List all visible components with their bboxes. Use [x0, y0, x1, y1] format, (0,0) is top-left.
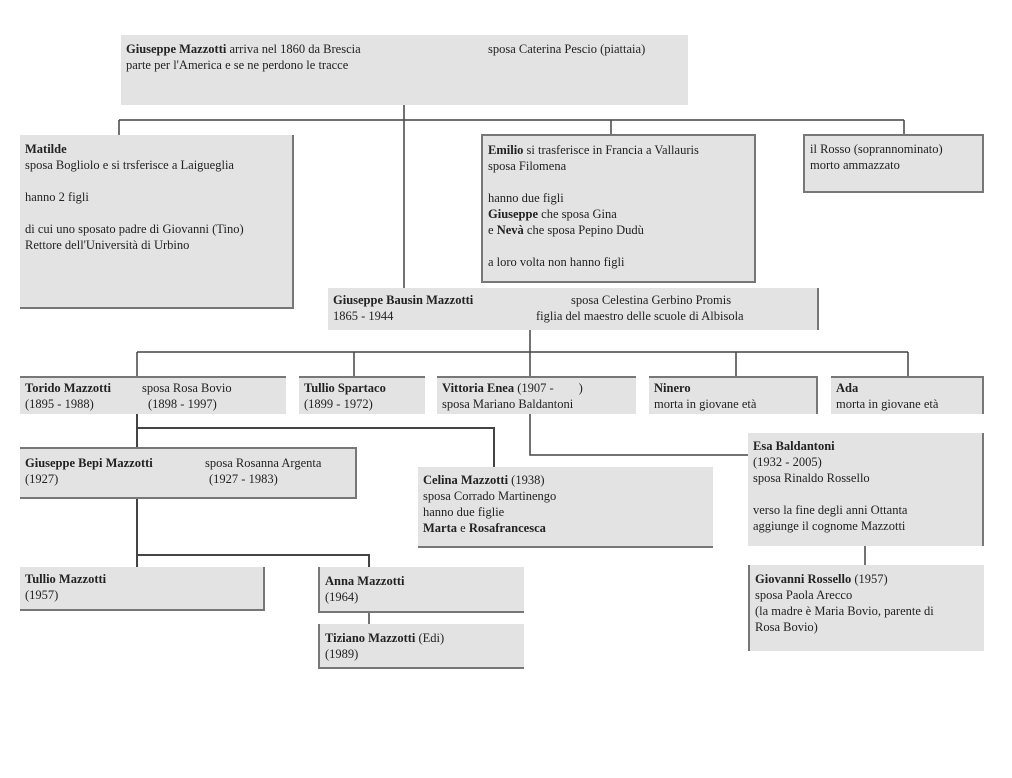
person-celina: Celina Mazzotti (1938) sposa Corrado Mar…: [418, 467, 713, 548]
person-esa: Esa Baldantoni (1932 - 2005) sposa Rinal…: [748, 433, 984, 546]
name: Tullio Mazzotti: [25, 572, 107, 586]
name: Giuseppe Bausin Mazzotti: [333, 293, 474, 307]
years: (1938): [508, 473, 545, 487]
detail: morto ammazzato: [810, 158, 900, 172]
person-emilio: Emilio si trasferisce in Francia a Valla…: [481, 134, 756, 283]
detail: morta in giovane età: [654, 397, 757, 411]
years: 1865 - 1944: [333, 309, 394, 323]
detail: il Rosso (soprannominato): [810, 142, 943, 156]
name: Celina Mazzotti: [423, 473, 509, 487]
spouse: sposa Rosanna Argenta: [205, 456, 322, 470]
connector: [529, 414, 748, 456]
detail: a loro volta non hanno figli: [488, 255, 625, 269]
years: (1927): [25, 472, 59, 486]
detail: Rosa Bovio): [755, 620, 818, 634]
name: Giuseppe Mazzotti: [126, 42, 227, 56]
name: Vittoria Enea: [442, 381, 515, 395]
name: Matilde: [25, 142, 67, 156]
years: (1907 - ): [514, 381, 583, 395]
person-vittoria: Vittoria Enea (1907 - ) sposa Mariano Ba…: [437, 376, 636, 414]
detail: sposa Bogliolo e si trsferisce a Laigueg…: [25, 158, 234, 172]
connector: [118, 119, 905, 135]
person-tullio-spartaco: Tullio Spartaco (1899 - 1972): [299, 376, 425, 414]
spouse: sposa Paola Arecco: [755, 588, 853, 602]
spouse: sposa Rosa Bovio: [142, 381, 232, 395]
detail: si trasferisce in Francia a Vallauris: [523, 143, 699, 157]
person-anna: Anna Mazzotti (1964): [318, 567, 524, 613]
spouse-years: (1898 - 1997): [148, 397, 217, 411]
detail: morta in giovane età: [836, 397, 939, 411]
person-tiziano: Tiziano Mazzotti (Edi) (1989): [318, 624, 524, 669]
detail: aggiunge il cognome Mazzotti: [753, 519, 906, 533]
spouse: sposa Celestina Gerbino Promis: [571, 293, 732, 307]
years: (1899 - 1972): [304, 397, 373, 411]
spouse-years: (1927 - 1983): [209, 472, 278, 486]
detail: (la madre è Maria Bovio, parente di: [755, 604, 934, 618]
person-ninero: Ninero morta in giovane età: [649, 376, 818, 414]
detail: e: [457, 521, 469, 535]
detail: verso la fine degli anni Ottanta: [753, 503, 908, 517]
name: Esa Baldantoni: [753, 439, 835, 453]
name: Tiziano Mazzotti: [325, 631, 416, 645]
detail: hanno 2 figli: [25, 190, 89, 204]
detail: Rettore dell'Università di Urbino: [25, 238, 190, 252]
detail: parte per l'America e se ne perdono le t…: [126, 58, 349, 72]
name: Tullio Spartaco: [304, 381, 386, 395]
detail: hanno due figli: [488, 191, 564, 205]
detail: figlia del maestro delle scuole di Albis…: [536, 309, 744, 323]
child-name: Nevà: [496, 223, 524, 237]
connector: [368, 545, 866, 624]
years: (1932 - 2005): [753, 455, 822, 469]
detail: sposa Filomena: [488, 159, 567, 173]
person-tullio-mazzotti: Tullio Mazzotti (1957): [20, 567, 265, 611]
connector: [136, 330, 909, 377]
detail: hanno due figlie: [423, 505, 505, 519]
nickname: (Edi): [415, 631, 445, 645]
years: (1989): [325, 647, 359, 661]
child-name: Marta: [423, 521, 458, 535]
name: Anna Mazzotti: [325, 574, 405, 588]
detail: arriva nel 1860 da Brescia: [226, 42, 361, 56]
spouse: sposa Caterina Pescio (piattaia): [488, 42, 646, 56]
connector: [136, 414, 495, 467]
connector: [136, 498, 370, 567]
child-name: Rosafrancesca: [468, 521, 546, 535]
person-torido: Torido Mazzotti sposa Rosa Bovio (1895 - …: [20, 376, 286, 414]
person-bausin: Giuseppe Bausin Mazzotti sposa Celestina …: [328, 288, 819, 330]
child-name: Giuseppe: [488, 207, 539, 221]
person-matilde: Matilde sposa Bogliolo e si trsferisce a…: [20, 135, 294, 309]
name: Giovanni Rossello: [755, 572, 852, 586]
person-giovanni: Giovanni Rossello (1957) sposa Paola Are…: [748, 565, 984, 651]
years: (1895 - 1988): [25, 397, 94, 411]
name: Ada: [836, 381, 859, 395]
spouse: sposa Corrado Martinengo: [423, 489, 557, 503]
spouse: sposa Rinaldo Rossello: [753, 471, 870, 485]
detail: che sposa Pepino Dudù: [523, 223, 644, 237]
years: (1964): [325, 590, 359, 604]
name: Torido Mazzotti: [25, 381, 111, 395]
name: Giuseppe Bepi Mazzotti: [25, 456, 153, 470]
name: Ninero: [654, 381, 691, 395]
years: (1957): [25, 588, 59, 602]
years: (1957): [851, 572, 888, 586]
spouse: sposa Mariano Baldantoni: [442, 397, 574, 411]
detail: e: [488, 223, 497, 237]
person-root: Giuseppe Mazzotti arriva nel 1860 da Bre…: [121, 35, 688, 105]
person-bepi: Giuseppe Bepi Mazzotti sposa Rosanna Arge…: [20, 447, 357, 499]
detail: che sposa Gina: [538, 207, 617, 221]
person-rosso: il Rosso (soprannominato) morto ammazzat…: [803, 134, 984, 193]
detail: di cui uno sposato padre di Giovanni (Ti…: [25, 222, 244, 236]
person-ada: Ada morta in giovane età: [831, 376, 984, 414]
name: Emilio: [488, 143, 524, 157]
